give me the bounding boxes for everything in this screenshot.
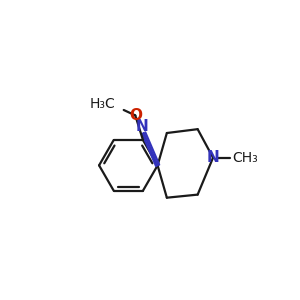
- Text: N: N: [207, 150, 219, 165]
- Text: H₃C: H₃C: [89, 97, 115, 111]
- Text: N: N: [136, 119, 148, 134]
- Text: CH₃: CH₃: [232, 152, 258, 165]
- Text: O: O: [129, 108, 142, 123]
